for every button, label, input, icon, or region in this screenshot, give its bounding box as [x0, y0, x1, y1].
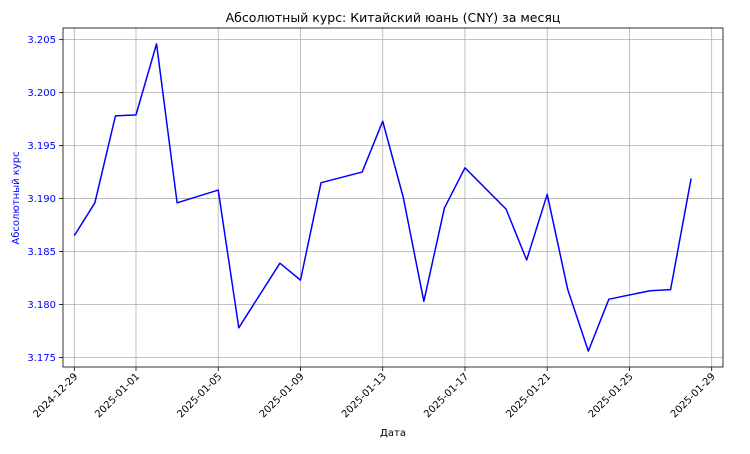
grid	[63, 28, 723, 367]
y-tick-label: 3.175	[27, 353, 56, 364]
y-axis-label: Абсолютный курс	[11, 151, 22, 244]
y-tick-label: 3.180	[27, 300, 56, 311]
x-tick-label: 2025-01-01	[93, 371, 142, 420]
x-tick-label: 2024-12-29	[32, 371, 81, 420]
plot-frame	[63, 28, 723, 367]
x-tick-label: 2025-01-25	[587, 371, 636, 420]
y-tick-label: 3.185	[27, 247, 56, 258]
y-axis: 3.175 3.180 3.185 3.190 3.195 3.200 3.205	[27, 35, 63, 364]
x-tick-label: 2025-01-21	[504, 371, 553, 420]
x-tick-label: 2025-01-17	[422, 371, 471, 420]
y-tick-label: 3.190	[27, 194, 56, 205]
x-tick-label: 2025-01-29	[669, 371, 718, 420]
y-tick-label: 3.195	[27, 141, 56, 152]
y-tick-label: 3.205	[27, 35, 56, 46]
x-axis-label: Дата	[380, 428, 406, 439]
y-tick-label: 3.200	[27, 88, 56, 99]
x-tick-label: 2025-01-05	[175, 371, 224, 420]
x-tick-label: 2025-01-09	[258, 371, 307, 420]
x-tick-label: 2025-01-13	[340, 371, 389, 420]
chart-title: Абсолютный курс: Китайский юань (CNY) за…	[226, 10, 561, 25]
